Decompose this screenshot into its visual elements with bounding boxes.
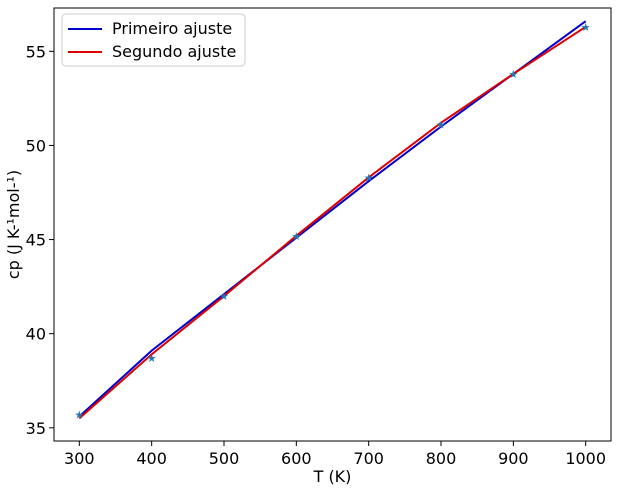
data-point: ★ bbox=[508, 68, 518, 81]
x-tick-label: 600 bbox=[281, 449, 312, 468]
x-tick-label: 1000 bbox=[565, 449, 606, 468]
y-tick-label: 50 bbox=[26, 136, 46, 155]
y-axis: 35 40 45 50 55 bbox=[26, 42, 54, 438]
legend-label: Primeiro ajuste bbox=[112, 19, 232, 38]
data-point: ★ bbox=[147, 352, 157, 365]
plot-area bbox=[53, 7, 612, 442]
x-axis-label: T (K) bbox=[313, 467, 352, 486]
y-tick-label: 40 bbox=[26, 325, 46, 344]
x-tick-label: 500 bbox=[209, 449, 240, 468]
x-tick-label: 800 bbox=[426, 449, 457, 468]
x-axis: 300 400 500 600 700 800 900 1000 bbox=[64, 441, 606, 468]
legend-label: Segundo ajuste bbox=[112, 42, 236, 61]
data-point: ★ bbox=[219, 290, 229, 303]
data-point: ★ bbox=[291, 230, 301, 243]
data-markers: ★ ★ ★ ★ ★ ★ ★ ★ bbox=[74, 21, 590, 422]
data-point: ★ bbox=[581, 21, 591, 34]
legend: Primeiro ajuste Segundo ajuste bbox=[61, 13, 246, 67]
series-line-2 bbox=[78, 25, 587, 420]
x-tick-label: 400 bbox=[136, 449, 167, 468]
y-tick-label: 35 bbox=[26, 419, 46, 438]
series-lines bbox=[78, 20, 587, 420]
x-tick-label: 900 bbox=[498, 449, 529, 468]
x-tick-label: 700 bbox=[353, 449, 384, 468]
x-tick-label: 300 bbox=[64, 449, 95, 468]
legend-box bbox=[61, 13, 246, 67]
data-point: ★ bbox=[436, 119, 446, 132]
y-tick-label: 55 bbox=[26, 42, 46, 61]
data-point: ★ bbox=[364, 171, 374, 184]
y-axis-label: cp (J K-¹mol-¹) bbox=[4, 170, 23, 279]
y-tick-label: 45 bbox=[26, 231, 46, 250]
data-point: ★ bbox=[74, 409, 84, 422]
